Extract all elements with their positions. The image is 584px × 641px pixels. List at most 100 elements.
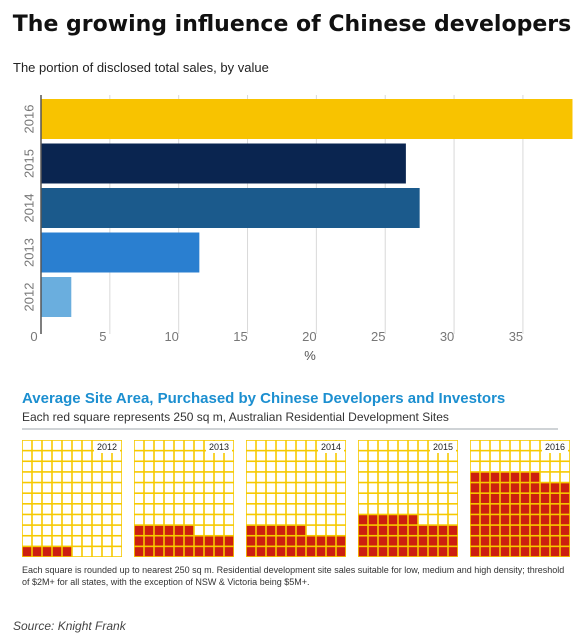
- red-square: [174, 525, 184, 535]
- red-square: [276, 536, 286, 546]
- red-square: [418, 547, 428, 557]
- bar-2014: [41, 188, 420, 228]
- red-square: [246, 525, 256, 535]
- empty-square: [62, 525, 72, 535]
- red-square: [480, 525, 490, 535]
- empty-square: [112, 525, 122, 535]
- empty-square: [134, 440, 144, 450]
- red-square: [470, 536, 480, 546]
- empty-square: [154, 440, 164, 450]
- red-square: [530, 536, 540, 546]
- empty-square: [480, 462, 490, 472]
- empty-square: [368, 472, 378, 482]
- red-square: [194, 547, 204, 557]
- page-title: The growing influence of Chinese develop…: [12, 12, 572, 37]
- empty-square: [214, 472, 224, 482]
- empty-square: [246, 440, 256, 450]
- red-square: [174, 536, 184, 546]
- empty-square: [92, 525, 102, 535]
- empty-square: [326, 472, 336, 482]
- red-square: [470, 504, 480, 514]
- red-square: [550, 525, 560, 535]
- empty-square: [388, 440, 398, 450]
- empty-square: [112, 493, 122, 504]
- red-square: [398, 536, 408, 546]
- empty-square: [184, 462, 194, 472]
- empty-square: [408, 483, 418, 493]
- empty-square: [418, 504, 428, 514]
- empty-square: [22, 451, 32, 461]
- empty-square: [174, 462, 184, 472]
- red-square: [560, 504, 570, 514]
- empty-square: [52, 493, 62, 504]
- empty-square: [448, 472, 458, 482]
- empty-square: [204, 451, 214, 461]
- red-square: [500, 525, 510, 535]
- empty-square: [32, 515, 42, 525]
- empty-square: [42, 451, 52, 461]
- red-square: [500, 483, 510, 493]
- red-square: [500, 547, 510, 557]
- empty-square: [164, 472, 174, 482]
- empty-square: [296, 515, 306, 525]
- empty-square: [22, 515, 32, 525]
- empty-square: [112, 515, 122, 525]
- empty-square: [102, 525, 112, 535]
- empty-square: [286, 451, 296, 461]
- red-square: [530, 483, 540, 493]
- empty-square: [62, 440, 72, 450]
- red-square: [286, 547, 296, 557]
- red-square: [266, 536, 276, 546]
- empty-square: [438, 472, 448, 482]
- empty-square: [336, 493, 346, 504]
- empty-square: [82, 525, 92, 535]
- red-square: [500, 504, 510, 514]
- x-tick-label: 25: [371, 329, 385, 344]
- empty-square: [72, 462, 82, 472]
- empty-square: [62, 504, 72, 514]
- empty-square: [154, 504, 164, 514]
- empty-square: [286, 472, 296, 482]
- empty-square: [82, 536, 92, 546]
- empty-square: [62, 483, 72, 493]
- red-square: [408, 515, 418, 525]
- empty-square: [246, 462, 256, 472]
- red-square: [368, 547, 378, 557]
- empty-square: [102, 493, 112, 504]
- empty-square: [52, 440, 62, 450]
- red-square: [480, 547, 490, 557]
- grid-year-label: 2013: [205, 441, 232, 453]
- red-square: [52, 547, 62, 557]
- red-square: [378, 547, 388, 557]
- empty-square: [438, 515, 448, 525]
- empty-square: [62, 462, 72, 472]
- empty-square: [174, 504, 184, 514]
- empty-square: [540, 462, 550, 472]
- red-square: [154, 525, 164, 535]
- empty-square: [32, 536, 42, 546]
- red-square: [550, 483, 560, 493]
- empty-square: [62, 515, 72, 525]
- empty-square: [92, 504, 102, 514]
- empty-square: [490, 451, 500, 461]
- x-tick-label: 35: [509, 329, 523, 344]
- empty-square: [398, 504, 408, 514]
- divider: [22, 428, 558, 430]
- red-square: [540, 504, 550, 514]
- empty-square: [438, 451, 448, 461]
- empty-square: [92, 483, 102, 493]
- empty-square: [214, 462, 224, 472]
- red-square: [530, 515, 540, 525]
- empty-square: [510, 462, 520, 472]
- empty-square: [204, 462, 214, 472]
- red-square: [246, 547, 256, 557]
- red-square: [560, 525, 570, 535]
- grid-2013: 2013: [134, 440, 234, 557]
- empty-square: [326, 462, 336, 472]
- red-square: [428, 536, 438, 546]
- empty-square: [224, 472, 234, 482]
- empty-square: [72, 504, 82, 514]
- empty-square: [388, 472, 398, 482]
- empty-square: [286, 483, 296, 493]
- red-square: [368, 515, 378, 525]
